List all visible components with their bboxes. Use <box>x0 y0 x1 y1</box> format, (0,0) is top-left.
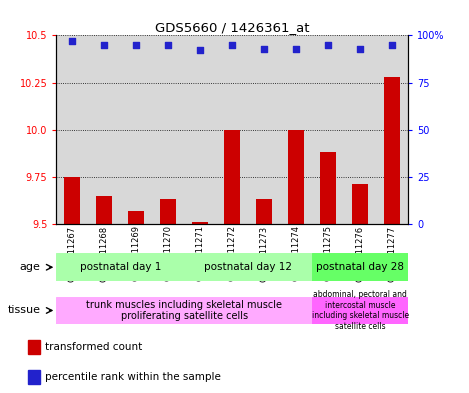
Bar <box>288 130 304 224</box>
Bar <box>352 184 368 224</box>
Bar <box>56 35 88 224</box>
Bar <box>344 35 376 224</box>
Bar <box>56 253 184 281</box>
Point <box>388 42 396 48</box>
Point <box>260 46 268 52</box>
Bar <box>216 35 248 224</box>
Bar <box>28 340 40 354</box>
Bar <box>88 35 120 224</box>
Bar <box>384 77 400 224</box>
Point <box>197 47 204 53</box>
Bar <box>56 297 312 324</box>
Text: postnatal day 12: postnatal day 12 <box>204 262 292 272</box>
Point <box>325 42 332 48</box>
Point <box>132 42 140 48</box>
Text: age: age <box>19 262 40 272</box>
Bar <box>224 130 240 224</box>
Text: abdominal, pectoral and
intercostal muscle
including skeletal muscle
satellite c: abdominal, pectoral and intercostal musc… <box>311 290 408 331</box>
Point <box>228 42 236 48</box>
Text: tissue: tissue <box>8 305 40 316</box>
Bar <box>184 35 216 224</box>
Point <box>356 46 364 52</box>
Bar <box>28 370 40 384</box>
Bar <box>152 35 184 224</box>
Text: transformed count: transformed count <box>45 342 142 352</box>
Point <box>100 42 108 48</box>
Text: percentile rank within the sample: percentile rank within the sample <box>45 372 220 382</box>
Bar <box>64 177 80 224</box>
Point <box>165 42 172 48</box>
Bar <box>256 200 272 224</box>
Point <box>68 38 76 44</box>
Bar <box>312 297 408 324</box>
Bar <box>312 35 344 224</box>
Bar <box>128 211 144 224</box>
Bar <box>96 196 112 224</box>
Bar <box>280 35 312 224</box>
Bar <box>120 35 152 224</box>
Bar <box>320 152 336 224</box>
Bar <box>312 253 408 281</box>
Point <box>292 46 300 52</box>
Bar <box>160 200 176 224</box>
Text: postnatal day 1: postnatal day 1 <box>80 262 161 272</box>
Bar <box>248 35 280 224</box>
Text: trunk muscles including skeletal muscle
proliferating satellite cells: trunk muscles including skeletal muscle … <box>86 300 282 321</box>
Bar <box>184 253 312 281</box>
Text: postnatal day 28: postnatal day 28 <box>316 262 404 272</box>
Title: GDS5660 / 1426361_at: GDS5660 / 1426361_at <box>155 21 310 34</box>
Bar <box>376 35 408 224</box>
Bar <box>192 222 208 224</box>
